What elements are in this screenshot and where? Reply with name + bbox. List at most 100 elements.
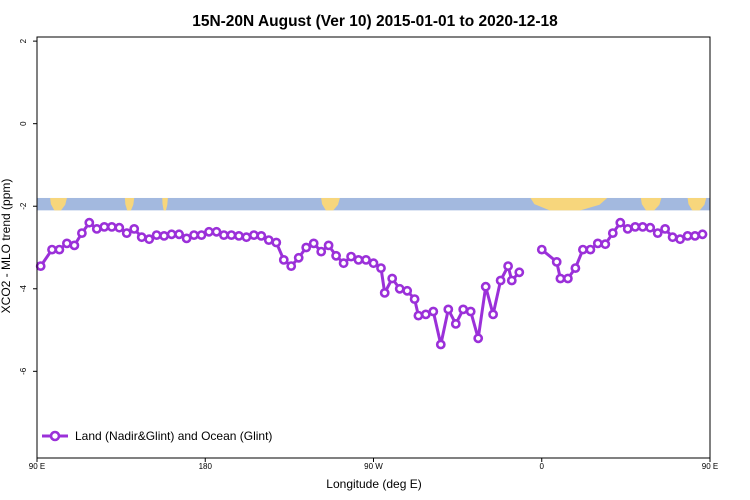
data-point [420,309,431,320]
series-layer [35,217,708,350]
data-point [536,244,547,255]
data-point [218,230,229,240]
data-point [129,223,140,234]
data-point [585,244,596,255]
data-point [514,267,525,278]
x-tick-label: 180 [199,462,213,471]
data-point [35,261,46,271]
data-point [506,275,517,286]
axes: 90 E 180 90 W 0 90 E 2 0 -2 -4 -6 [19,38,718,471]
x-tick-label: 90 E [702,462,718,471]
data-point [368,258,379,269]
data-point [607,228,618,238]
data-point [323,240,334,251]
data-point [84,217,95,228]
data-point [690,230,700,241]
data-point [196,230,207,240]
land-span [530,197,608,211]
data-point [136,232,147,243]
data-point [263,235,274,245]
data-point [91,223,102,234]
land-ocean-band [37,197,710,211]
x-tick-label: 90 W [364,462,383,471]
data-point [697,229,708,240]
y-tick-label: -2 [19,202,28,210]
legend-label: Land (Nadir&Glint) and Ocean (Glint) [75,429,272,443]
data-point [473,333,484,344]
data-point [301,242,312,253]
data-point [563,273,573,284]
data-point [376,263,386,273]
data-point [189,230,199,240]
data-point [592,238,603,249]
x-tick-label: 0 [540,462,545,471]
data-point [106,221,117,232]
data-point [387,273,398,284]
data-point [293,252,304,263]
data-point [645,222,656,233]
land-span [50,197,67,211]
y-tick-label: 2 [19,38,28,43]
data-point [488,309,498,320]
data-point [443,304,454,315]
data-point [458,304,469,315]
data-point [578,244,588,255]
land-span [124,197,135,211]
data-point [555,273,566,284]
data-point [361,254,371,265]
series-line [540,221,703,280]
data-point [435,339,446,350]
data-point [465,306,476,317]
data-point [660,223,670,234]
data-point [495,275,506,286]
data-point [99,221,110,232]
data-point [271,237,282,248]
x-tick-label: 90 E [29,462,45,471]
data-point [338,258,349,269]
plot-frame [36,36,711,459]
data-point [622,223,633,234]
data-point [480,281,491,292]
legend: Land (Nadir&Glint) and Ocean (Glint) [42,429,272,443]
data-point [413,310,424,321]
y-tick-label: 0 [19,121,28,126]
data-point [503,261,513,271]
data-point [159,230,169,241]
data-point [331,250,341,261]
data-point [248,230,259,240]
data-point [353,254,364,265]
data-point [114,222,125,233]
x-axis-label: Longitude (deg E) [326,477,421,491]
data-point [286,261,297,271]
data-point [409,294,420,304]
data-point [151,230,162,240]
land-span [687,197,707,211]
data-point [121,228,132,238]
data-point [241,232,252,243]
data-point [630,221,641,232]
data-point [308,238,319,249]
data-point [379,287,390,298]
legend-marker-swatch [49,430,61,442]
data-point [652,228,663,238]
data-point [181,233,192,244]
data-point [600,239,611,250]
data-point [54,244,65,255]
data-point [69,240,80,251]
data-point [226,230,237,240]
data-point [551,256,562,267]
land-span [162,197,168,211]
land-span [640,197,662,211]
land-span [321,197,340,211]
data-point [402,285,413,296]
data-point [428,306,439,317]
chart-title: 15N-20N August (Ver 10) 2015-01-01 to 20… [192,13,558,30]
data-point [204,226,214,237]
data-point [570,263,581,273]
data-point [77,228,87,238]
y-axis-label: XCO2 - MLO trend (ppm) [0,179,13,314]
data-point [233,230,244,241]
data-point [166,229,177,240]
data-point [667,232,678,243]
data-point [174,229,184,240]
